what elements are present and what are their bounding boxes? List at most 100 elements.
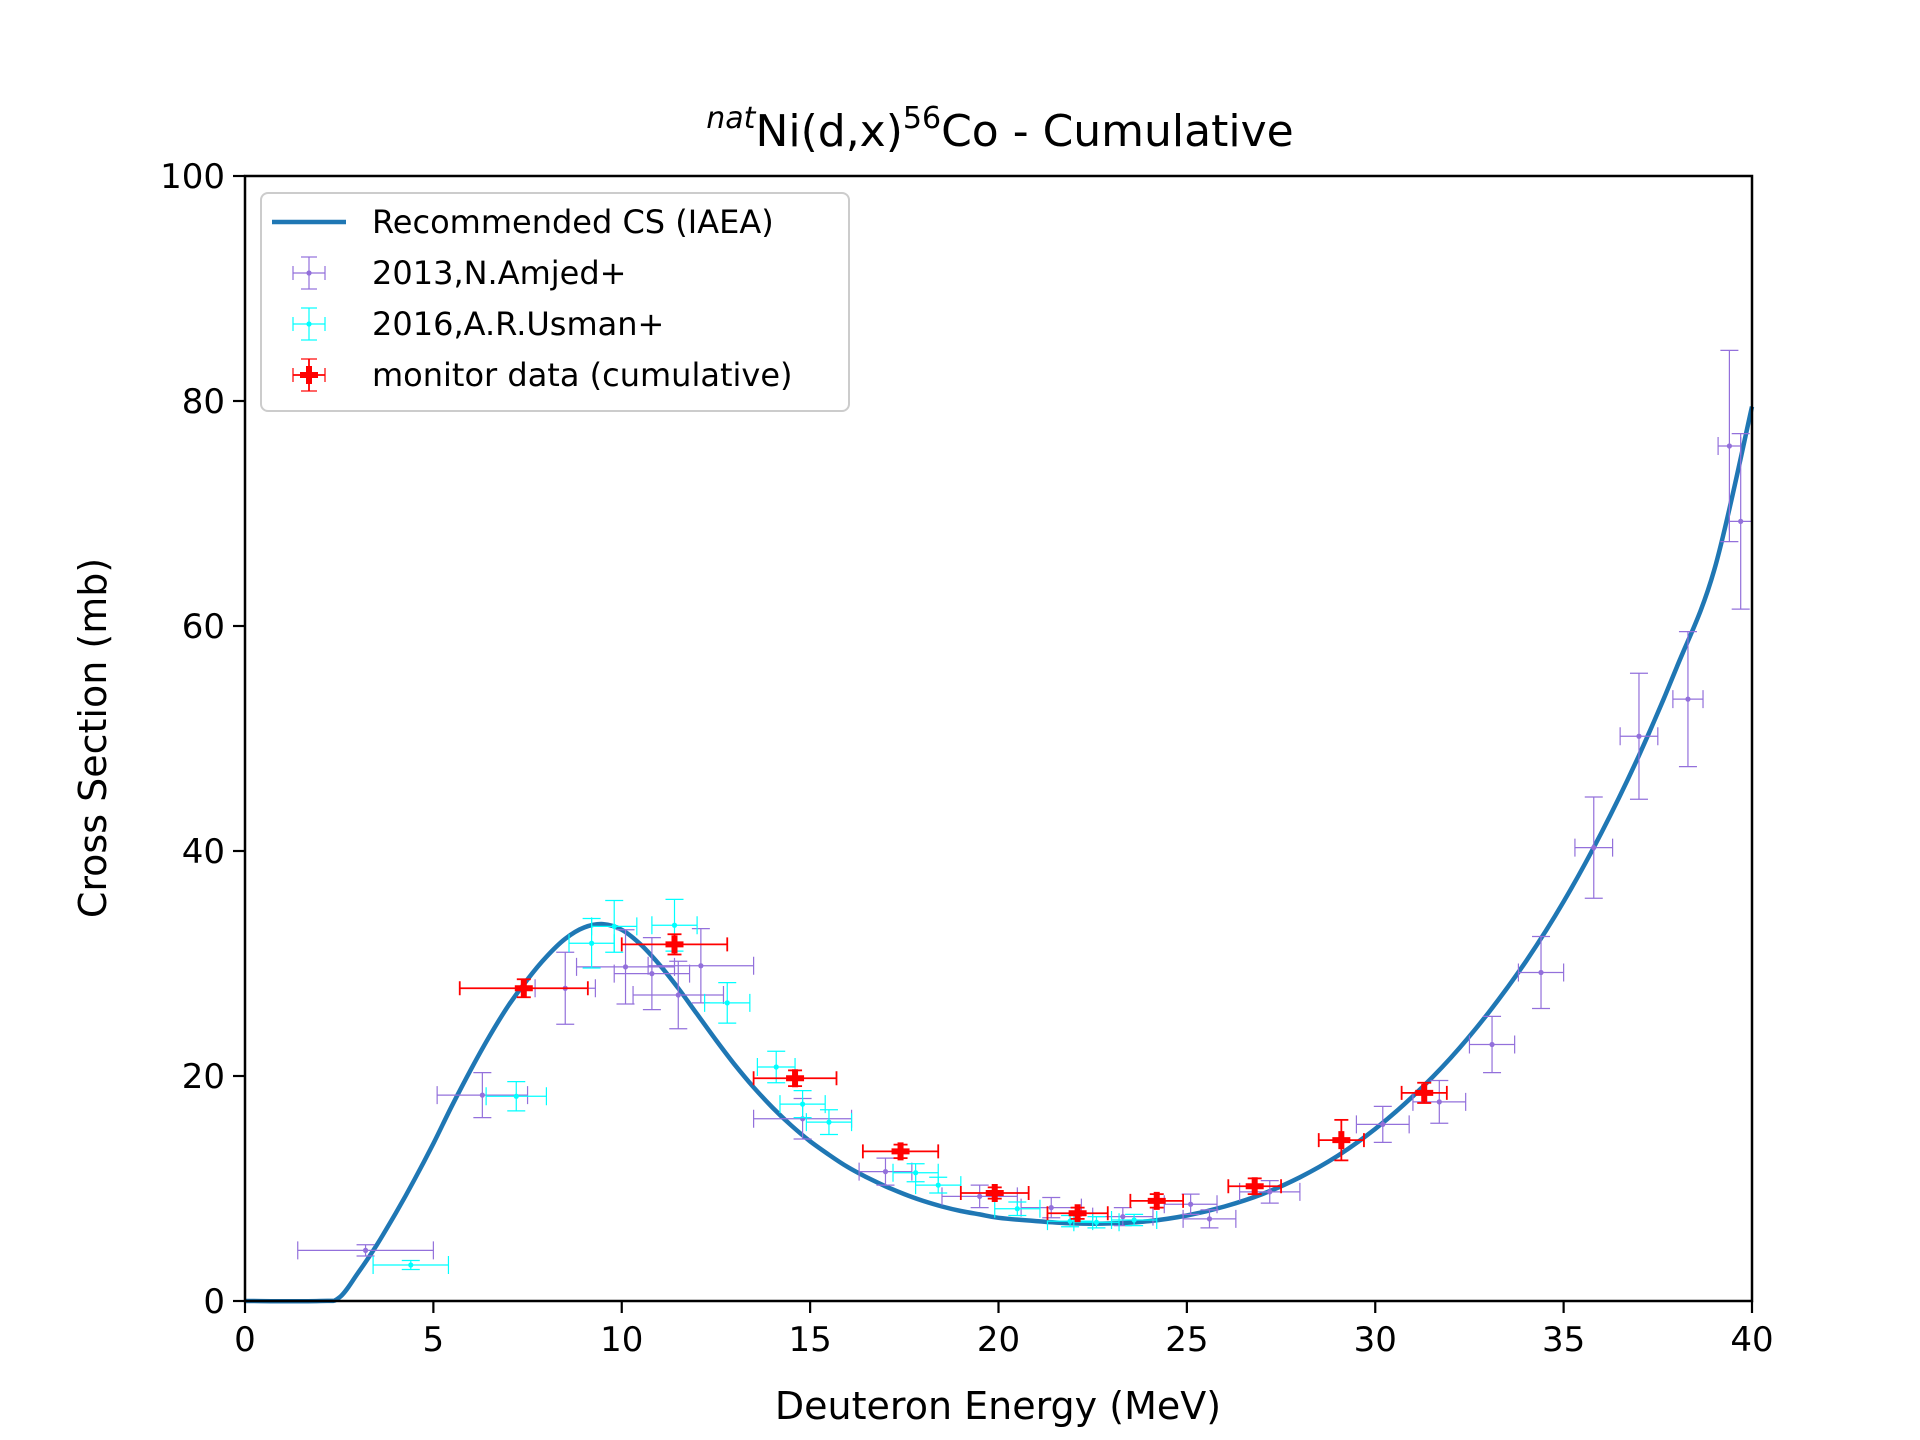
x-tick-label: 5: [423, 1320, 445, 1360]
data-point: [647, 928, 755, 1004]
data-point: [591, 899, 638, 953]
marker: [671, 922, 678, 928]
x-tick-label: 0: [234, 1320, 256, 1360]
data-point: [805, 1109, 853, 1136]
marker: [1068, 1204, 1087, 1223]
chart-title: natNi(d,x)56Co - Cumulative: [706, 101, 1293, 157]
legend-marker: [300, 366, 318, 384]
title-product: Co - Cumulative: [941, 106, 1294, 157]
x-tick-label: 15: [788, 1320, 831, 1360]
marker: [1332, 1131, 1351, 1150]
data-point: [436, 1072, 529, 1119]
marker: [1415, 1083, 1434, 1102]
legend: Recommended CS (IAEA) 2013,N.Amjed+ 2016,A…: [260, 192, 850, 412]
marker: [1267, 1189, 1273, 1195]
y-tick-label: 80: [182, 382, 225, 422]
marker: [985, 1184, 1004, 1202]
title-superscript-mass: 56: [903, 101, 941, 136]
marker: [408, 1262, 414, 1268]
marker: [1436, 1099, 1442, 1105]
data-point: [620, 933, 729, 956]
x-tick-label: 20: [977, 1320, 1020, 1360]
y-tick-label: 0: [203, 1282, 225, 1322]
legend-label: Recommended CS (IAEA): [372, 203, 774, 241]
data-point: [1317, 1118, 1365, 1162]
marker: [799, 1101, 806, 1107]
data-point: [1046, 1212, 1094, 1231]
marker: [786, 1069, 805, 1088]
marker: [891, 1142, 910, 1161]
marker: [611, 923, 617, 929]
y-axis-ticks: 0 20 40 60 80 100: [160, 157, 245, 1322]
data-point: [858, 1157, 913, 1186]
marker: [882, 1169, 889, 1175]
legend-label: monitor data (cumulative): [372, 356, 792, 394]
data-point: [1110, 1211, 1158, 1229]
marker: [1014, 1206, 1020, 1212]
data-point: [1227, 1177, 1282, 1196]
y-tick-label: 100: [160, 157, 225, 197]
marker: [589, 940, 595, 946]
marker: [1245, 1177, 1264, 1196]
marker: [649, 971, 655, 977]
marker: [773, 1064, 779, 1070]
marker: [698, 963, 704, 969]
marker: [1726, 443, 1732, 449]
y-tick-label: 40: [182, 832, 225, 872]
marker: [1093, 1219, 1100, 1225]
y-tick-label: 20: [182, 1057, 225, 1097]
x-tick-label: 10: [600, 1320, 643, 1360]
marker: [1131, 1217, 1137, 1223]
marker: [513, 1093, 519, 1099]
x-tick-label: 35: [1542, 1320, 1585, 1360]
marker: [362, 1247, 369, 1253]
legend-entry-series-3: monitor data (cumulative): [292, 356, 792, 394]
data-point: [372, 1256, 450, 1274]
data-point: [959, 1184, 1030, 1202]
marker: [1188, 1201, 1194, 1207]
legend-marker: [306, 321, 312, 327]
marker: [826, 1119, 832, 1125]
marker: [1591, 845, 1597, 851]
data-point: [1574, 796, 1614, 899]
y-axis-label: Cross Section (mb): [71, 558, 115, 918]
data-point: [1355, 1105, 1410, 1143]
marker: [1048, 1205, 1054, 1211]
marker: [1067, 1218, 1073, 1224]
recommended-cs-curve: [244, 406, 1755, 1304]
marker: [1206, 1216, 1213, 1222]
x-axis-label: Deuteron Energy (MeV): [775, 1384, 1221, 1428]
title-superscript-nat: nat: [706, 101, 756, 136]
x-tick-label: 40: [1730, 1320, 1773, 1360]
series-3: [458, 933, 1448, 1223]
legend-marker: [306, 270, 312, 276]
marker: [724, 1000, 730, 1006]
marker: [479, 1092, 485, 1098]
y-tick-label: 60: [182, 607, 225, 647]
legend-entry-series-2: 2016,A.R.Usman+: [292, 305, 664, 343]
marker: [514, 979, 533, 998]
data-point: [458, 978, 589, 999]
data-point: [297, 1241, 434, 1260]
data-point: [1182, 1209, 1237, 1229]
data-point: [704, 982, 751, 1024]
x-axis-ticks: 0 5 10 15 20 25 30 35 40: [234, 1301, 1774, 1360]
x-tick-label: 25: [1165, 1320, 1208, 1360]
marker: [1147, 1191, 1166, 1210]
marker: [665, 935, 684, 954]
data-point: [861, 1142, 940, 1161]
marker: [1738, 518, 1744, 524]
marker: [913, 1170, 919, 1176]
marker: [1538, 969, 1544, 976]
data-point: [632, 960, 725, 1030]
marker: [977, 1193, 983, 1199]
marker: [1489, 1041, 1495, 1048]
data-point: [485, 1081, 548, 1112]
data-point: [1046, 1204, 1109, 1223]
legend-entries: Recommended CS (IAEA) 2013,N.Amjed+ 2016,A…: [272, 203, 792, 394]
data-point: [1717, 349, 1742, 543]
legend-entry-series-1: 2013,N.Amjed+: [292, 254, 626, 292]
series-layer: [297, 349, 1753, 1274]
data-point: [779, 1090, 826, 1119]
title-element: Ni(d,x): [755, 106, 902, 157]
